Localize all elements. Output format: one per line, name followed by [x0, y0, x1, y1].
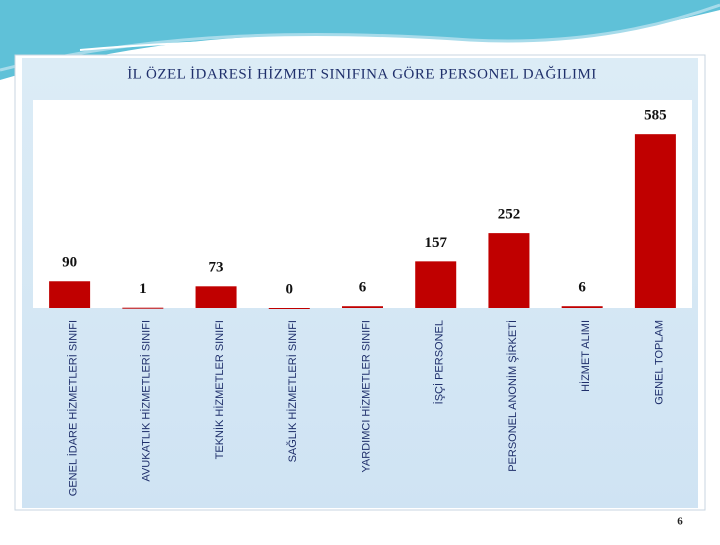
x-tick-label: GENEL İDARE HİZMETLERİ SINIFI — [67, 320, 80, 496]
bar — [268, 308, 310, 309]
x-tick-label: PERSONEL ANONİM ŞİRKETİ — [506, 320, 519, 472]
chart-title: İL ÖZEL İDARESİ HİZMET SINIFINA GÖRE PER… — [127, 65, 597, 82]
bar — [415, 261, 457, 308]
value-label: 585 — [644, 108, 667, 124]
swoosh — [79, 14, 720, 51]
x-tick-label: İŞÇİ PERSONEL — [433, 320, 446, 404]
bar — [561, 306, 603, 308]
value-label: 90 — [62, 255, 77, 271]
value-label: 6 — [578, 280, 586, 296]
bar — [634, 134, 676, 308]
x-tick-label: AVUKATLIK HİZMETLERİ SINIFI — [140, 320, 153, 482]
value-label: 157 — [424, 235, 447, 251]
x-tick-label: HİZMET ALIMI — [579, 320, 592, 392]
bar — [341, 306, 384, 308]
value-label: 1 — [139, 281, 147, 297]
page-number: 6 — [677, 516, 683, 528]
bar — [122, 307, 164, 309]
x-tick-label: SAĞLIK HİZMETLERİ SINIFI — [286, 320, 299, 462]
plot-area — [33, 100, 692, 308]
value-label: 252 — [498, 207, 521, 223]
x-tick-label: GENEL TOPLAM — [653, 320, 665, 405]
header-wave — [0, 0, 720, 80]
bar — [488, 233, 530, 308]
value-label: 0 — [286, 281, 294, 297]
bar — [195, 286, 237, 308]
value-label: 6 — [359, 280, 367, 296]
value-label: 73 — [209, 260, 224, 276]
x-tick-label: TEKNİK HİZMETLER SINIFI — [213, 320, 226, 459]
x-tick-label: YARDIMCI HİZMETLER SINIFI — [359, 320, 372, 473]
bar — [49, 281, 91, 308]
